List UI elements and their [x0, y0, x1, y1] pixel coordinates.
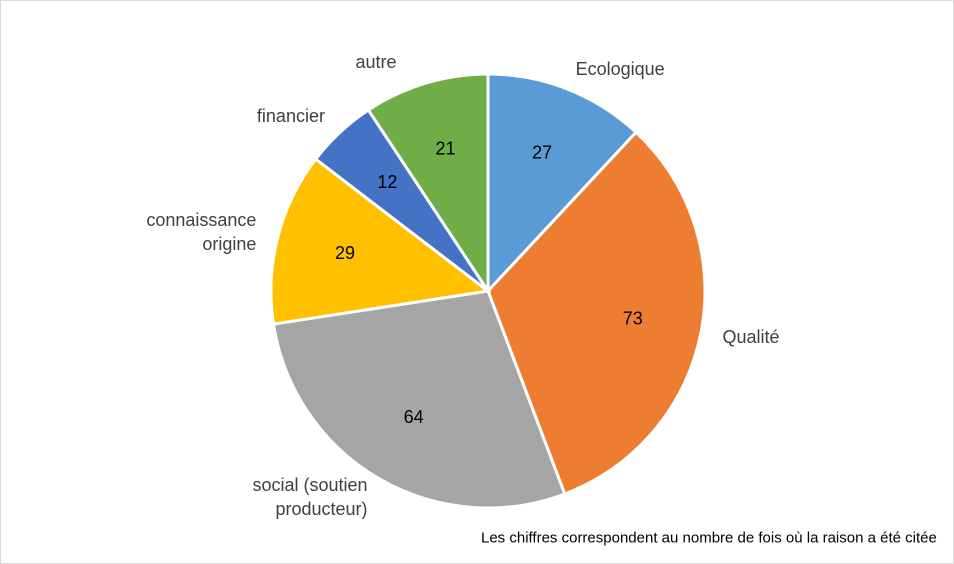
value-label: 12: [377, 172, 397, 192]
value-label: 29: [335, 243, 355, 263]
pie-slice: [486, 72, 639, 295]
value-label: 73: [623, 308, 643, 328]
pie-slice: [271, 289, 567, 510]
pie-slice: [269, 156, 492, 326]
value-label: 64: [404, 407, 424, 427]
category-label: Qualité: [722, 327, 780, 348]
value-label: 27: [532, 142, 552, 162]
pie-slice: [486, 130, 707, 496]
pie-slice: [366, 72, 490, 296]
category-label: financier: [256, 106, 325, 127]
category-label: Ecologique: [575, 58, 665, 79]
category-label: connaissance origine: [146, 209, 257, 254]
annotation: Les chiffres correspondent au nombre de …: [481, 529, 937, 547]
category-label: autre: [355, 52, 397, 73]
value-label: 21: [436, 138, 456, 158]
category-label: social (soutien producteur): [252, 475, 368, 520]
